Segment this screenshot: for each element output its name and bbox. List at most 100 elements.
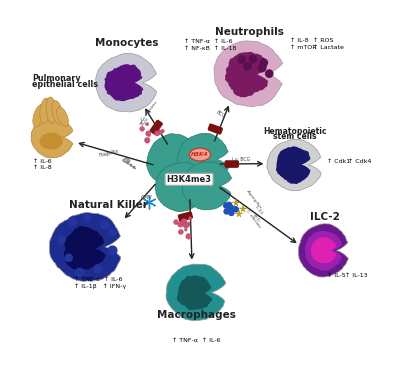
Circle shape	[108, 246, 117, 255]
Text: C. albicans: C. albicans	[245, 209, 261, 229]
Circle shape	[84, 214, 90, 221]
Text: Flagellin: Flagellin	[98, 148, 119, 158]
Circle shape	[154, 131, 160, 136]
Polygon shape	[147, 134, 200, 188]
Circle shape	[258, 64, 266, 72]
Polygon shape	[166, 264, 226, 321]
Text: ↑ Cdk4: ↑ Cdk4	[348, 159, 372, 164]
Text: H3K4me3: H3K4me3	[166, 175, 212, 184]
Circle shape	[260, 59, 268, 66]
Ellipse shape	[40, 98, 50, 123]
Circle shape	[144, 137, 150, 143]
FancyBboxPatch shape	[150, 120, 162, 134]
Circle shape	[146, 132, 150, 136]
Text: Neutrophils: Neutrophils	[215, 27, 284, 37]
Text: ↑ IL-13: ↑ IL-13	[345, 273, 368, 278]
Polygon shape	[31, 117, 73, 158]
Text: stem cells: stem cells	[273, 132, 316, 141]
Circle shape	[249, 55, 256, 63]
Circle shape	[68, 217, 76, 225]
Text: ↑ IL-1β   ↑ IFN-γ: ↑ IL-1β ↑ IFN-γ	[74, 283, 126, 289]
Text: ↑ TNF-α  ↑ IL-6: ↑ TNF-α ↑ IL-6	[184, 40, 232, 44]
Circle shape	[181, 219, 187, 224]
Text: BCG: BCG	[252, 213, 261, 222]
Circle shape	[224, 209, 229, 214]
Ellipse shape	[190, 148, 210, 161]
Text: ↑ ROS: ↑ ROS	[313, 38, 334, 43]
Circle shape	[140, 126, 144, 131]
Ellipse shape	[52, 101, 63, 124]
Circle shape	[228, 205, 234, 210]
Circle shape	[101, 221, 110, 229]
Text: ↑ IL-8: ↑ IL-8	[290, 38, 309, 43]
Text: BCG: BCG	[140, 115, 150, 126]
Circle shape	[238, 56, 246, 63]
Text: CMV: CMV	[141, 195, 153, 200]
Text: Hematopoietic: Hematopoietic	[263, 127, 326, 135]
Polygon shape	[298, 224, 348, 277]
Circle shape	[183, 223, 189, 228]
Circle shape	[146, 123, 149, 126]
FancyBboxPatch shape	[208, 124, 222, 134]
Circle shape	[65, 254, 72, 261]
Text: C. albicans: C. albicans	[141, 100, 158, 121]
Text: ↑ IL-6: ↑ IL-6	[33, 159, 52, 164]
Circle shape	[184, 228, 187, 231]
Circle shape	[145, 139, 149, 143]
Circle shape	[186, 234, 191, 239]
Text: ↑ Lactate: ↑ Lactate	[313, 45, 344, 50]
Text: Natural Killer: Natural Killer	[69, 200, 148, 210]
Polygon shape	[155, 163, 205, 212]
Ellipse shape	[40, 132, 63, 150]
Circle shape	[224, 203, 229, 208]
Polygon shape	[96, 53, 157, 112]
Circle shape	[94, 265, 102, 273]
Circle shape	[227, 202, 232, 208]
Circle shape	[244, 63, 251, 70]
Text: ↑ mTOR: ↑ mTOR	[290, 45, 317, 50]
Ellipse shape	[33, 104, 45, 127]
Text: ILC-2: ILC-2	[310, 212, 340, 222]
Circle shape	[58, 236, 65, 243]
Polygon shape	[305, 231, 342, 270]
Text: Monocytes: Monocytes	[95, 38, 159, 48]
Text: Aspergillus: Aspergillus	[246, 188, 262, 209]
Polygon shape	[50, 212, 121, 281]
Text: H3K4: H3K4	[191, 152, 209, 157]
Circle shape	[181, 221, 184, 224]
Text: Macrophages: Macrophages	[157, 310, 236, 320]
Text: epithelial cells: epithelial cells	[32, 80, 98, 89]
Circle shape	[146, 131, 151, 135]
Polygon shape	[182, 162, 232, 210]
Text: ↑ TNF-α  ↑ IL-6: ↑ TNF-α ↑ IL-6	[172, 339, 221, 343]
Polygon shape	[311, 237, 336, 264]
Polygon shape	[177, 133, 229, 185]
Circle shape	[233, 207, 238, 212]
Polygon shape	[64, 226, 106, 270]
Circle shape	[266, 70, 273, 77]
Polygon shape	[276, 146, 310, 184]
Text: ↑ Cdk1: ↑ Cdk1	[327, 159, 350, 164]
Text: BCG: BCG	[215, 109, 226, 119]
Circle shape	[229, 210, 234, 216]
Text: ↑ IL-5: ↑ IL-5	[327, 273, 346, 278]
Circle shape	[185, 222, 190, 227]
Ellipse shape	[46, 97, 56, 123]
Ellipse shape	[123, 158, 130, 163]
Polygon shape	[267, 139, 321, 191]
Polygon shape	[225, 52, 268, 97]
Text: Pulmonary: Pulmonary	[32, 74, 81, 83]
Circle shape	[159, 130, 162, 134]
Polygon shape	[214, 41, 283, 107]
Text: ↑ TNF-α  ↑ IL-6: ↑ TNF-α ↑ IL-6	[74, 277, 123, 282]
Text: ↑ IL-8: ↑ IL-8	[33, 165, 52, 170]
Text: i.v. BCG: i.v. BCG	[232, 157, 250, 162]
FancyBboxPatch shape	[178, 212, 192, 221]
Text: IL-33: IL-33	[254, 206, 263, 216]
Polygon shape	[104, 64, 143, 101]
Circle shape	[148, 134, 150, 137]
Polygon shape	[177, 275, 212, 310]
Circle shape	[178, 221, 183, 227]
Circle shape	[109, 229, 116, 236]
Circle shape	[188, 217, 192, 220]
